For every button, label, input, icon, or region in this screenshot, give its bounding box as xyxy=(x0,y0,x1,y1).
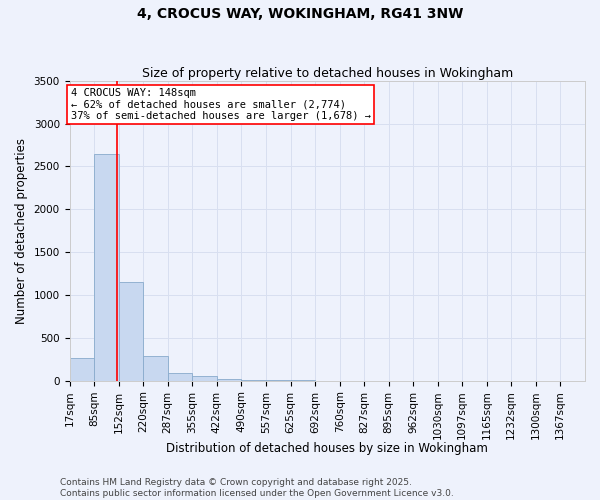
Title: Size of property relative to detached houses in Wokingham: Size of property relative to detached ho… xyxy=(142,66,513,80)
Bar xyxy=(119,282,143,381)
Text: 4 CROCUS WAY: 148sqm
← 62% of detached houses are smaller (2,774)
37% of semi-de: 4 CROCUS WAY: 148sqm ← 62% of detached h… xyxy=(71,88,371,122)
Bar xyxy=(70,358,94,381)
Bar xyxy=(94,154,119,381)
Bar xyxy=(143,356,168,381)
Bar xyxy=(217,378,241,381)
Text: Contains HM Land Registry data © Crown copyright and database right 2025.
Contai: Contains HM Land Registry data © Crown c… xyxy=(60,478,454,498)
Text: 4, CROCUS WAY, WOKINGHAM, RG41 3NW: 4, CROCUS WAY, WOKINGHAM, RG41 3NW xyxy=(137,8,463,22)
Bar xyxy=(193,376,217,381)
Bar xyxy=(167,373,193,381)
Bar xyxy=(241,380,266,381)
X-axis label: Distribution of detached houses by size in Wokingham: Distribution of detached houses by size … xyxy=(166,442,488,455)
Y-axis label: Number of detached properties: Number of detached properties xyxy=(15,138,28,324)
